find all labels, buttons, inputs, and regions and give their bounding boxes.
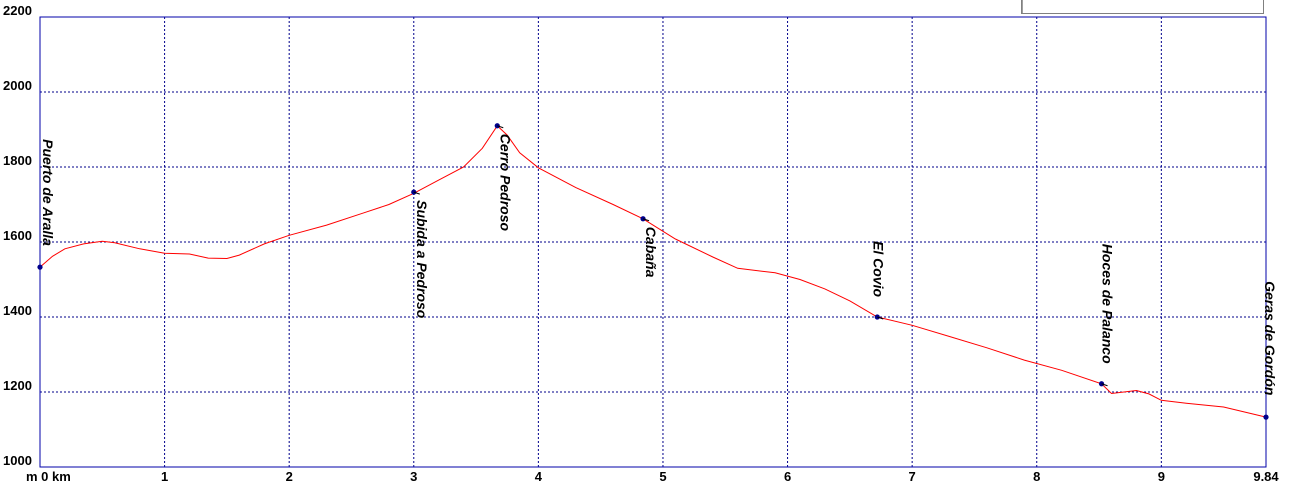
plot-frame [39, 16, 1267, 468]
waypoint: El Covio [870, 241, 886, 320]
waypoint-label: Hoces de Palanco [1100, 244, 1116, 364]
y-tick-label: 1800 [3, 153, 32, 168]
waypoint-leader [1101, 383, 1108, 387]
waypoint: Cerro Pedroso [494, 123, 513, 232]
waypoint-marker [1263, 414, 1269, 420]
x-tick-label: 9 [1158, 469, 1165, 484]
waypoint-label: Cabaña [643, 227, 659, 278]
x-tick-label: 4 [535, 469, 543, 484]
elevation-profile-line [39, 125, 1267, 418]
waypoint: Subida a Pedroso [411, 189, 430, 319]
x-tick-label: 2 [286, 469, 293, 484]
waypoint: Geras de Gordón [1262, 281, 1278, 420]
waypoint-leader [497, 125, 504, 129]
waypoint-label: Puerto de Aralla [40, 139, 56, 246]
y-tick-label: 1600 [3, 228, 32, 243]
waypoint-leader [413, 191, 420, 195]
x-tick-label: 9.84 [1253, 469, 1279, 484]
y-tick-label: 2200 [3, 3, 32, 18]
grid-lines [40, 17, 1266, 467]
x-axis-ticks: m 0 km 1 2 3 4 5 6 7 8 9 9.84 [26, 469, 1279, 484]
waypoint-label: Subida a Pedroso [414, 200, 430, 319]
x-tick-label: 7 [909, 469, 916, 484]
y-tick-label: 1400 [3, 303, 32, 318]
x-tick-label: 3 [410, 469, 417, 484]
waypoint-label: Geras de Gordón [1262, 281, 1278, 395]
x-tick-label: 6 [784, 469, 791, 484]
waypoint-leader [877, 316, 884, 320]
y-tick-label: 1000 [3, 453, 32, 468]
waypoint-leader [642, 218, 650, 222]
waypoint-marker [37, 264, 43, 270]
y-tick-label: 1200 [3, 378, 32, 393]
x-tick-label: 1 [161, 469, 168, 484]
x-tick-label: 5 [659, 469, 666, 484]
waypoint: Hoces de Palanco [1098, 244, 1116, 387]
waypoint-label: Cerro Pedroso [497, 134, 513, 232]
legend-box [1021, 0, 1264, 14]
y-tick-label: 2000 [3, 78, 32, 93]
waypoint-markers: Puerto de Aralla Subida a Pedroso Cerro Pe… [37, 123, 1278, 420]
waypoint: Puerto de Aralla [37, 139, 56, 270]
y-axis-ticks: 1000 1200 1400 1600 1800 2000 2200 [3, 3, 32, 468]
waypoint: Cabaña [640, 216, 659, 278]
x-tick-label: m 0 km [26, 469, 71, 484]
x-tick-label: 8 [1033, 469, 1040, 484]
waypoint-label: El Covio [870, 241, 886, 297]
